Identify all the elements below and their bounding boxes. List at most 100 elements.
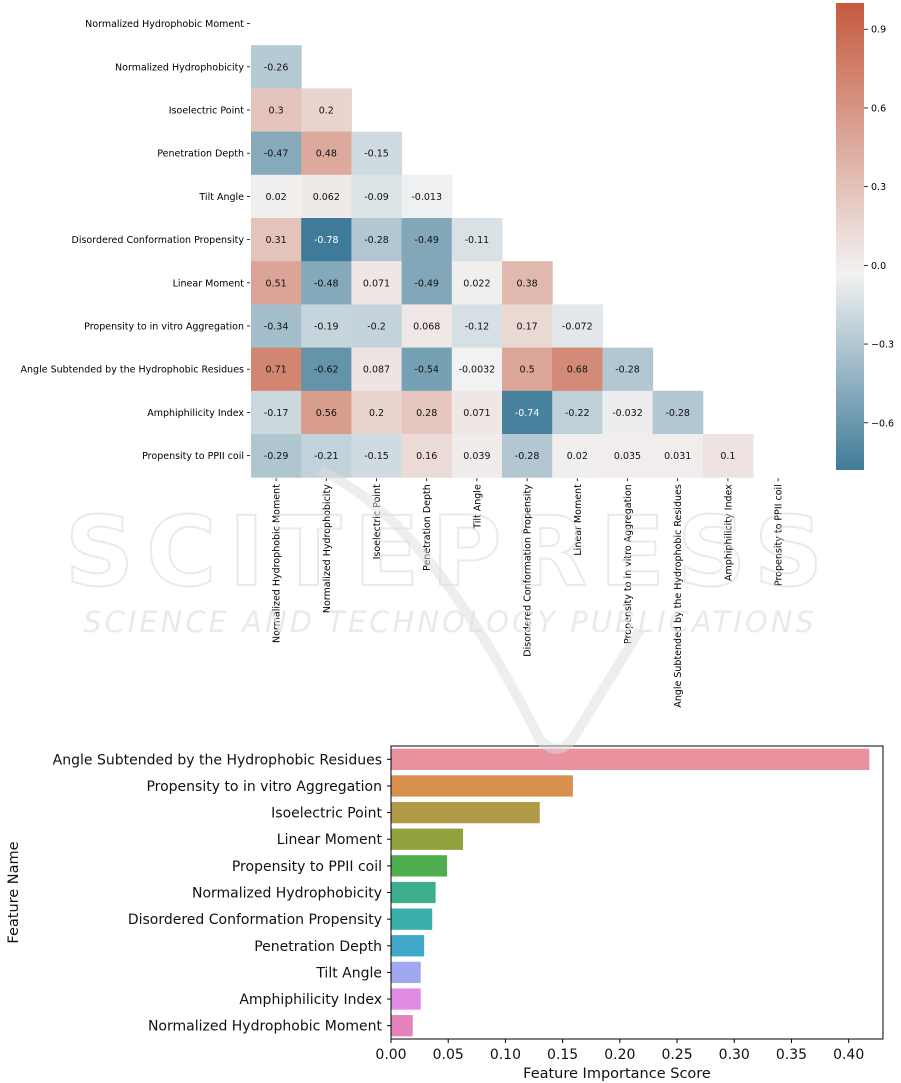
heatmap-cell <box>351 304 403 349</box>
bar-category-label: Tilt Angle <box>315 965 382 981</box>
heatmap-cell <box>401 304 453 349</box>
heatmap-cell <box>301 131 352 176</box>
heatmap-cell <box>502 390 553 435</box>
heatmap-cell <box>552 304 603 349</box>
bar-category-label: Isoelectric Point <box>271 806 382 822</box>
y-axis-label: Feature Name <box>6 841 22 943</box>
heatmap-cell-value: -0.74 <box>515 408 540 419</box>
heatmap-cell <box>251 45 302 89</box>
heatmap-cell-value: 0.38 <box>517 278 538 289</box>
heatmap-cell-value: 0.062 <box>313 192 340 203</box>
heatmap-cell <box>251 174 302 219</box>
heatmap-cell <box>251 434 302 478</box>
importance-bar <box>391 828 464 850</box>
heatmap-cell <box>401 390 453 435</box>
heatmap-cell-value: 0.2 <box>319 106 334 117</box>
heatmap-cell <box>301 304 352 349</box>
heatmap-row-label: Normalized Hydrophobicity <box>115 62 244 73</box>
heatmap-col-label: Isoelectric Point <box>372 484 383 559</box>
x-tick-label: 0.35 <box>776 1047 807 1063</box>
colorbar-tick-label: −0.3 <box>871 340 894 351</box>
heatmap-row-label: Tilt Angle <box>198 192 244 203</box>
heatmap-col-label: Propensity to in vitro Aggregation <box>623 484 634 644</box>
heatmap-row-label: Propensity to in vitro Aggregation <box>84 322 244 333</box>
heatmap-cell <box>401 174 453 219</box>
heatmap-cell-value: -0.21 <box>314 451 339 462</box>
heatmap-cell-value: -0.29 <box>264 451 289 462</box>
x-tick-label: 0.05 <box>433 1047 464 1063</box>
bar-category-label: Amphiphilicity Index <box>239 992 382 1008</box>
heatmap-cell-value: 0.56 <box>316 408 337 419</box>
heatmap-cell-value: -0.28 <box>364 235 389 246</box>
heatmap-cell-value: -0.19 <box>314 322 339 333</box>
heatmap-cell <box>401 347 453 392</box>
x-tick-label: 0.15 <box>547 1047 578 1063</box>
heatmap-cell-value: 0.02 <box>266 192 287 203</box>
heatmap-cell <box>301 218 352 262</box>
heatmap-cell <box>251 304 302 349</box>
heatmap-cell-value: 0.17 <box>517 322 538 333</box>
heatmap-cell <box>301 88 352 133</box>
heatmap-cell <box>251 390 302 435</box>
heatmap-col-label: Penetration Depth <box>422 484 433 571</box>
heatmap-cell <box>351 218 403 262</box>
colorbar-tick-label: −0.6 <box>871 418 894 429</box>
importance-bar <box>391 935 425 957</box>
heatmap-row-label: Amphiphilicity Index <box>147 408 244 419</box>
heatmap-cell-value: 0.031 <box>664 451 691 462</box>
heatmap-col-label: Normalized Hydrophobic Moment <box>272 484 283 643</box>
bar-category-label: Disordered Conformation Propensity <box>128 912 382 928</box>
heatmap-cell-value: -0.0032 <box>459 365 496 376</box>
heatmap-col-label: Linear Moment <box>573 484 584 556</box>
x-tick-label: 0.10 <box>490 1047 521 1063</box>
heatmap-cell <box>451 261 503 305</box>
heatmap-row-label: Angle Subtended by the Hydrophobic Resid… <box>21 365 245 376</box>
heatmap-cell <box>301 347 352 392</box>
heatmap-cell-value: -0.28 <box>615 365 640 376</box>
heatmap-cell-value: 0.48 <box>316 149 337 160</box>
heatmap-cell-value: -0.49 <box>414 278 439 289</box>
heatmap-row-label: Disordered Conformation Propensity <box>72 235 245 246</box>
heatmap-cell-value: 0.071 <box>463 408 490 419</box>
heatmap-col-label: Amphiphilicity Index <box>723 484 734 581</box>
heatmap-cell-value: -0.22 <box>565 408 590 419</box>
heatmap-cell <box>301 174 352 219</box>
colorbar-tick-label: 0.9 <box>871 25 886 36</box>
heatmap-cell-value: -0.62 <box>314 365 339 376</box>
feature-importance-chart: Angle Subtended by the Hydrophobic Resid… <box>6 745 884 1082</box>
heatmap-cell-value: -0.15 <box>364 149 389 160</box>
heatmap-cell <box>401 218 453 262</box>
heatmap-cell <box>351 390 403 435</box>
heatmap-col-label: Normalized Hydrophobicity <box>322 484 333 613</box>
importance-bar <box>391 775 573 797</box>
heatmap-cell <box>451 347 503 392</box>
heatmap-row-label: Linear Moment <box>173 278 245 289</box>
heatmap-cell-value: 0.039 <box>463 451 490 462</box>
heatmap-cell <box>451 390 503 435</box>
heatmap-cell <box>251 88 302 133</box>
heatmap-cell <box>251 347 302 392</box>
heatmap-cell-value: -0.47 <box>264 149 289 160</box>
heatmap-cell-value: -0.26 <box>264 62 289 73</box>
importance-bar <box>391 961 421 984</box>
heatmap-cell <box>502 261 553 305</box>
heatmap-cell-value: -0.49 <box>414 235 439 246</box>
importance-bar <box>391 1015 413 1037</box>
heatmap-cell-value: 0.71 <box>266 365 287 376</box>
heatmap-cell-value: -0.072 <box>562 322 593 333</box>
heatmap-row-label: Normalized Hydrophobic Moment <box>85 19 244 30</box>
heatmap-cell-value: 0.022 <box>463 278 490 289</box>
heatmap-cell <box>301 390 352 435</box>
heatmap-cell <box>552 390 603 435</box>
heatmap-cell <box>702 434 754 478</box>
heatmap-cell <box>401 261 453 305</box>
bar-category-label: Penetration Depth <box>254 939 382 955</box>
heatmap-cell-value: -0.48 <box>314 278 339 289</box>
heatmap-cell-value: -0.54 <box>414 365 439 376</box>
importance-bar <box>391 988 421 1010</box>
heatmap-cell <box>351 347 403 392</box>
importance-bar <box>391 881 436 904</box>
x-tick-label: 0.25 <box>661 1047 692 1063</box>
heatmap-col-label: Propensity to PPII coil <box>774 484 785 586</box>
heatmap-cell <box>351 174 403 219</box>
